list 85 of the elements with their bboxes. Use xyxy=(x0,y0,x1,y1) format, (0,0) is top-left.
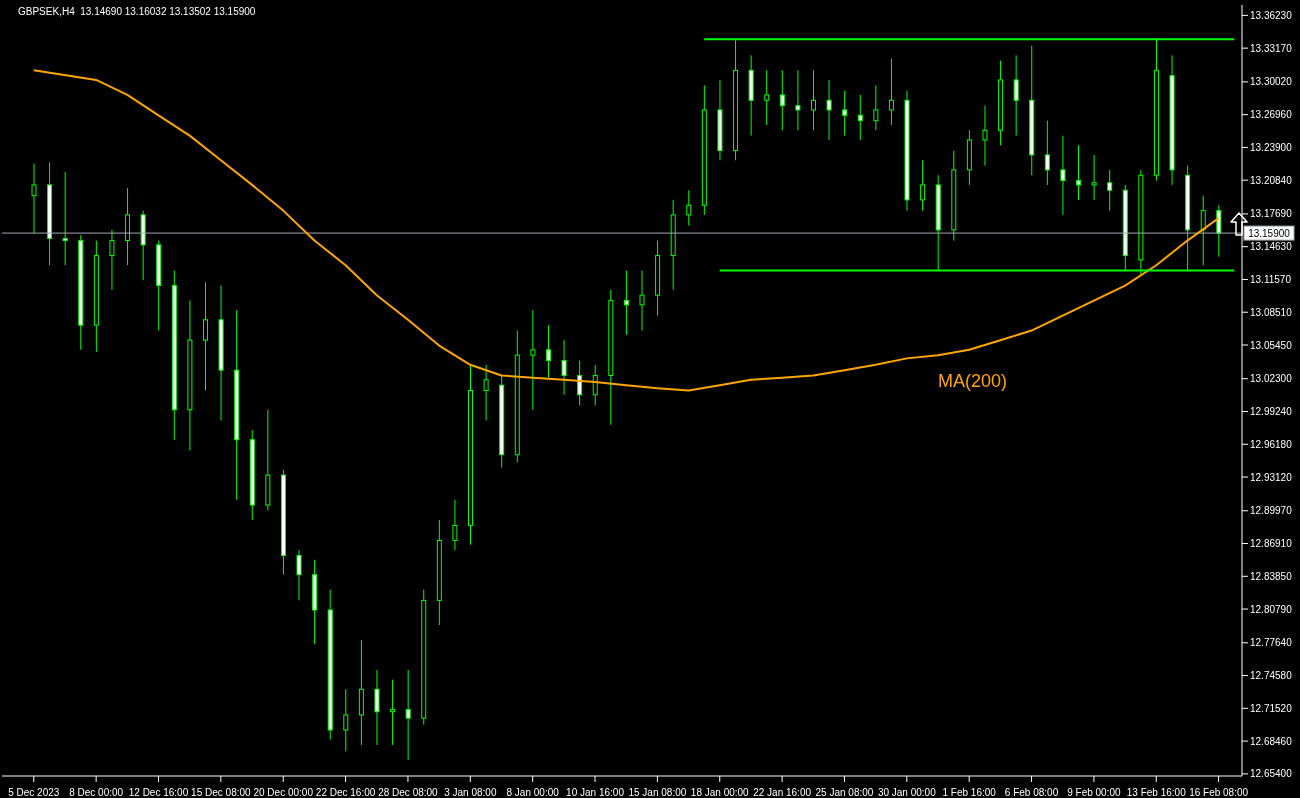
y-tick-label: 12.74580 xyxy=(1250,670,1293,682)
y-tick-label: 12.65400 xyxy=(1250,768,1293,780)
y-tick-label: 13.26960 xyxy=(1250,109,1293,121)
candlestick xyxy=(1091,154,1097,201)
y-tick-label: 12.80790 xyxy=(1250,603,1293,615)
x-tick-label: 9 Feb 00:00 xyxy=(1067,787,1122,798)
candlestick xyxy=(873,84,879,131)
candlestick xyxy=(343,688,349,752)
x-tick-label: 30 Jan 00:00 xyxy=(877,787,937,798)
candlestick xyxy=(764,69,770,126)
candlestick xyxy=(452,499,458,551)
y-tick-label: 12.89970 xyxy=(1250,505,1293,517)
x-tick-label: 15 Dec 08:00 xyxy=(191,787,252,798)
candlestick xyxy=(826,79,832,141)
x-tick-label: 5 Dec 2023 xyxy=(8,787,60,798)
candlestick xyxy=(545,324,551,379)
candlestick xyxy=(31,162,37,234)
x-tick-label: 10 Jan 16:00 xyxy=(566,787,625,798)
candlestick xyxy=(795,69,801,131)
x-tick-label: 20 Dec 00:00 xyxy=(253,787,314,798)
candlestick xyxy=(530,309,536,411)
y-tick-label: 13.11570 xyxy=(1250,274,1292,285)
x-tick-label: 22 Jan 16:00 xyxy=(753,787,812,798)
y-tick-label: 13.05450 xyxy=(1250,339,1293,351)
y-tick-label: 13.33170 xyxy=(1250,42,1293,54)
x-tick-label: 13 Feb 16:00 xyxy=(1126,787,1187,798)
candlestick xyxy=(810,69,816,131)
y-tick-label: 13.14630 xyxy=(1250,241,1293,253)
x-tick-label: 16 Feb 08:00 xyxy=(1189,787,1249,798)
candlestick xyxy=(1200,195,1206,266)
chart-title: GBPSEK,H4 13.14690 13.16032 13.13502 13.15900 xyxy=(18,6,256,17)
candlestick xyxy=(857,94,863,141)
candlestick xyxy=(109,229,115,291)
y-tick-label: 12.86910 xyxy=(1250,538,1293,550)
candlestick xyxy=(779,69,785,131)
candlestick xyxy=(1060,135,1066,216)
y-tick-label: 12.96180 xyxy=(1250,438,1293,450)
candlestick xyxy=(561,339,567,396)
y-tick-label: 13.02300 xyxy=(1250,373,1293,385)
y-tick-label: 13.20840 xyxy=(1250,174,1293,186)
x-tick-label: 18 Jan 00:00 xyxy=(690,787,750,798)
candlestick xyxy=(592,364,598,406)
x-tick-label: 3 Jan 08:00 xyxy=(444,787,497,798)
y-tick-label: 13.23900 xyxy=(1250,141,1293,153)
candlestick xyxy=(390,679,396,746)
candlestick xyxy=(842,90,848,137)
y-tick-label: 12.68460 xyxy=(1250,735,1293,747)
candlestick xyxy=(1216,204,1222,258)
candlestick xyxy=(623,270,629,336)
candlestick xyxy=(296,549,302,601)
candlestick xyxy=(577,360,583,406)
candlestick xyxy=(639,270,645,332)
x-tick-label: 15 Jan 08:00 xyxy=(628,787,687,798)
candlestick xyxy=(1107,169,1113,212)
candlestick xyxy=(202,281,208,391)
candlestick xyxy=(982,105,988,167)
x-tick-label: 8 Dec 00:00 xyxy=(69,787,124,798)
candlestick xyxy=(686,189,692,227)
y-tick-label: 12.93120 xyxy=(1250,471,1293,483)
candlestick xyxy=(483,364,489,421)
y-tick-label: 13.08510 xyxy=(1250,306,1293,318)
ref-line-label: 13.15900 xyxy=(1248,228,1291,240)
x-tick-label: 28 Dec 08:00 xyxy=(378,787,439,798)
candlestick xyxy=(1076,144,1082,201)
y-tick-label: 12.71520 xyxy=(1250,702,1293,714)
y-tick-label: 12.77640 xyxy=(1250,637,1293,649)
candlestick xyxy=(920,159,926,212)
y-tick-label: 12.99240 xyxy=(1250,406,1293,418)
candlestick xyxy=(405,669,411,761)
y-tick-label: 13.36230 xyxy=(1250,9,1293,21)
y-tick-label: 13.30020 xyxy=(1250,76,1293,88)
x-tick-label: 8 Jan 00:00 xyxy=(506,787,560,798)
series-label: MA(200) xyxy=(938,371,1008,392)
x-tick-label: 12 Dec 16:00 xyxy=(128,787,189,798)
candlestick xyxy=(888,58,894,126)
x-tick-label: 6 Feb 08:00 xyxy=(1004,787,1059,798)
x-tick-label: 22 Dec 16:00 xyxy=(315,787,376,798)
y-tick-label: 12.83850 xyxy=(1250,570,1293,582)
y-tick-label: 13.17690 xyxy=(1250,208,1293,220)
candlestick xyxy=(1044,120,1050,186)
candlestick xyxy=(1013,54,1019,137)
candlestick xyxy=(374,669,380,746)
x-tick-label: 25 Jan 08:00 xyxy=(815,787,874,798)
x-tick-label: 1 Feb 16:00 xyxy=(942,787,997,798)
candlestick xyxy=(62,171,68,266)
